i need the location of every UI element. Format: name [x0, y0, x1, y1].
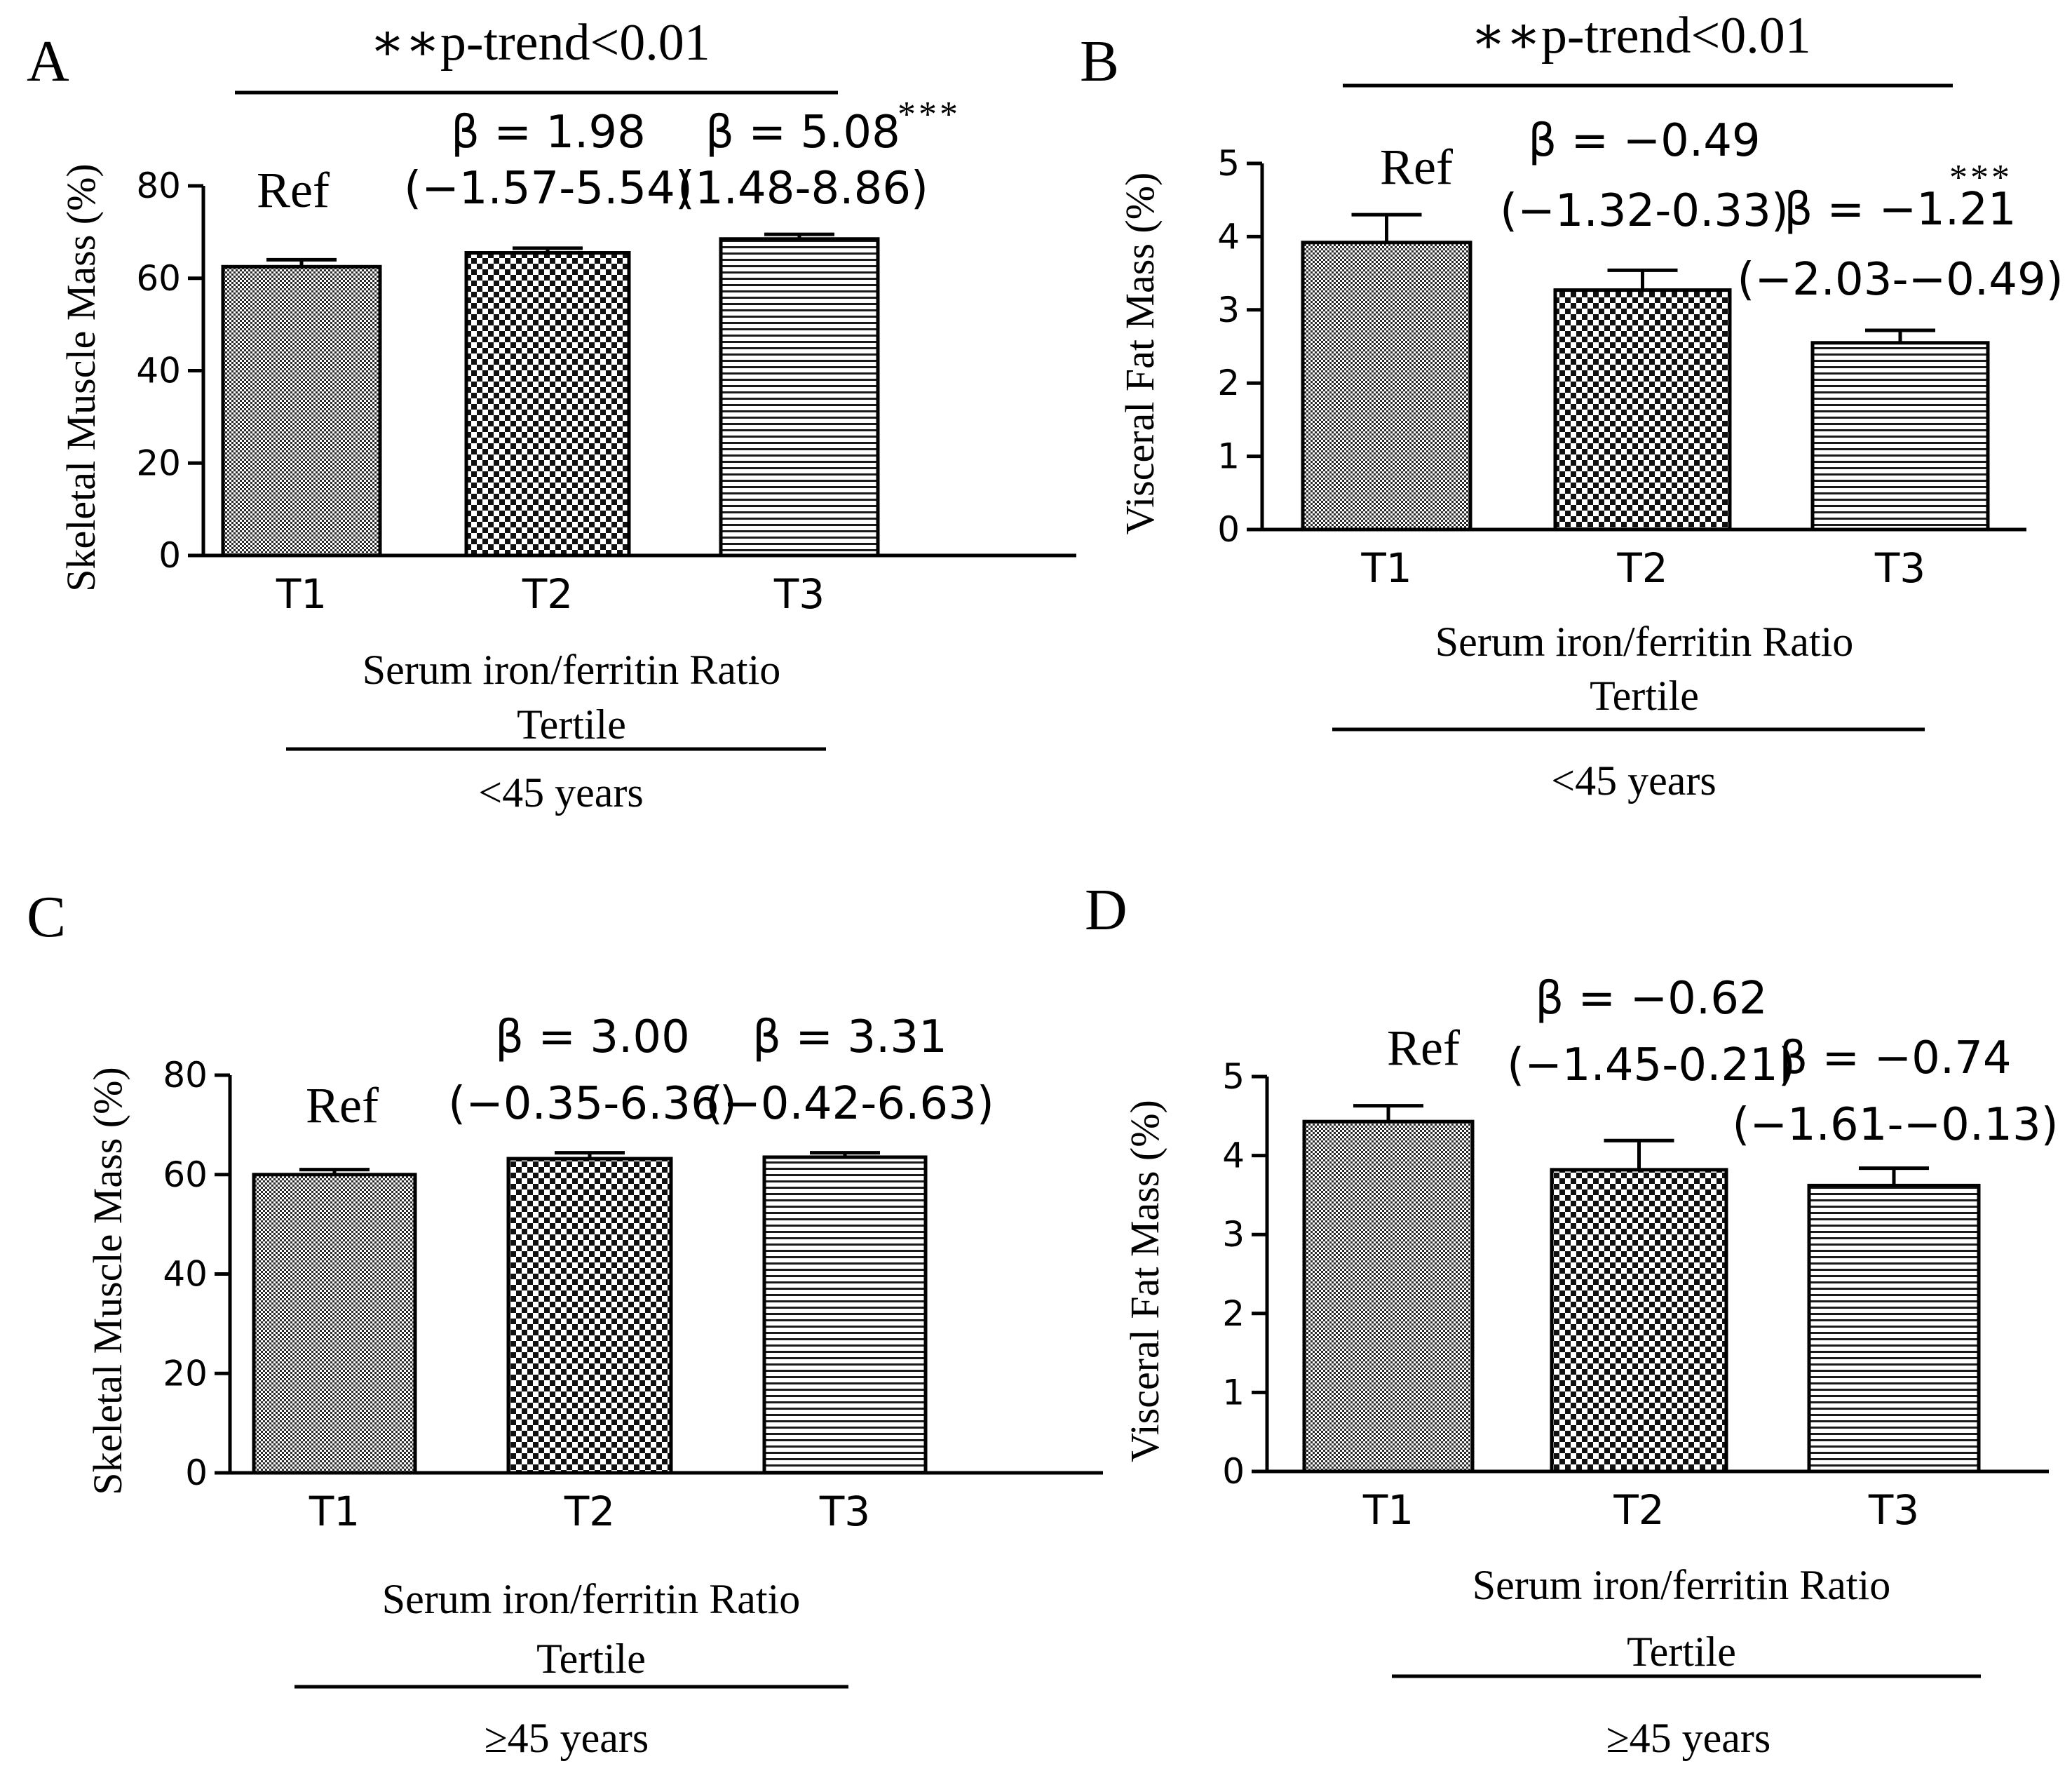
annotation-ci: (−1.45-0.21): [1507, 1039, 1796, 1091]
y-tick-label: 80: [136, 166, 181, 206]
annotation-beta: β = −0.74: [1779, 1032, 2011, 1084]
x-tick-label: T1: [276, 570, 327, 618]
annotation-ci: (−1.61-−0.13): [1732, 1099, 2058, 1151]
y-tick-label: 2: [1222, 1293, 1245, 1334]
x-axis-label: Serum iron/ferritin Ratio: [1472, 1562, 1891, 1608]
panel-label: A: [27, 29, 69, 94]
annotation-beta: Ref: [1380, 139, 1453, 195]
x-tick-label: T1: [1360, 544, 1411, 592]
bar-t3: [719, 237, 880, 558]
annotation-ci: (−1.57-5.54): [404, 163, 693, 215]
bar-t2: [1553, 288, 1732, 532]
bar-t3: [1810, 341, 1990, 532]
annotation-beta: β = 3.00: [495, 1011, 690, 1063]
x-axis-label: Serum iron/ferritin Ratio: [382, 1576, 801, 1622]
y-tick-label: 3: [1222, 1214, 1245, 1255]
annotation-beta: β = −0.62: [1535, 973, 1767, 1025]
group-label: <45 years: [1551, 757, 1716, 804]
group-label: <45 years: [478, 769, 643, 816]
bar-t3: [1807, 1183, 1981, 1474]
y-axis-label: Visceral Fat Mass (%): [1122, 1100, 1167, 1462]
annotation-beta: β = 3.31: [752, 1011, 947, 1063]
bar-t2: [464, 251, 631, 558]
annotation-beta: Ref: [257, 162, 330, 218]
y-tick-label: 1: [1217, 436, 1240, 477]
panel-A: A 0 20 40 60 80 Skeletal Muscle Mass (%) T1 T2 T3…: [27, 14, 1076, 816]
x-axis-label: Tertile: [1590, 673, 1699, 719]
group-label: ≥45 years: [485, 1715, 649, 1761]
annotation-beta: β = 5.08: [705, 107, 900, 159]
x-tick-label: T1: [1362, 1486, 1414, 1534]
x-tick-label: T2: [1613, 1486, 1664, 1534]
y-tick-label: 60: [163, 1154, 208, 1195]
group-label: ≥45 years: [1606, 1715, 1771, 1761]
x-tick-label: T3: [1868, 1486, 1919, 1534]
y-tick-label: 4: [1222, 1135, 1245, 1176]
y-axis-label: Skeletal Muscle Mass (%): [85, 1067, 130, 1495]
panel-label: D: [1085, 877, 1128, 943]
panel-C: C 0 20 40 60 80 Skeletal Muscle Mass (%) T1 T2 T3…: [27, 884, 1103, 1761]
annotation-ci: (−1.32-0.33): [1500, 185, 1789, 237]
x-axis-label: Tertile: [517, 701, 626, 748]
y-axis-label: Visceral Fat Mass (%): [1117, 173, 1163, 535]
y-tick-label: 0: [1222, 1451, 1245, 1492]
y-axis-label: Skeletal Muscle Mass (%): [58, 163, 104, 591]
annotation-beta: β = 1.98: [451, 107, 646, 159]
y-tick-label: 0: [185, 1452, 208, 1493]
x-axis-label: Serum iron/ferritin Ratio: [363, 647, 781, 693]
panel-label: C: [27, 884, 66, 950]
x-axis-label: Serum iron/ferritin Ratio: [1435, 619, 1854, 665]
y-tick-label: 0: [158, 535, 181, 576]
annotation-ci: (−0.42-6.63): [705, 1078, 994, 1130]
y-tick-label: 3: [1217, 290, 1240, 330]
bar-t1: [1302, 1119, 1475, 1474]
y-tick-label: 20: [163, 1353, 208, 1394]
x-tick-label: T3: [1874, 544, 1925, 592]
y-tick-label: 0: [1217, 509, 1240, 550]
annotation-beta: β = −1.21: [1784, 184, 2016, 236]
x-tick-label: T2: [1616, 544, 1667, 592]
panel-B: B 0 1 2 3 4 5 Visceral Fat Mass (%) T1 T2 T3 Ref β =…: [1080, 7, 2064, 804]
bar-t1: [1301, 241, 1472, 532]
annotation-beta: β = −0.49: [1528, 115, 1760, 167]
significance-stars: ***: [898, 95, 961, 135]
x-tick-label: T2: [522, 570, 573, 618]
bar-t3: [762, 1155, 928, 1475]
bar-t1: [221, 264, 382, 558]
y-tick-label: 5: [1217, 143, 1240, 184]
x-tick-label: T2: [564, 1488, 615, 1535]
annotation-beta: Ref: [306, 1077, 379, 1133]
x-tick-label: T3: [819, 1488, 870, 1535]
bar-t2: [506, 1157, 673, 1475]
bar-t2: [1550, 1168, 1728, 1474]
panel-label: B: [1080, 29, 1119, 94]
annotation-ci: (−0.35-6.36): [448, 1078, 737, 1130]
trend-label: ∗∗p-trend<0.01: [370, 14, 710, 72]
significance-stars: ***: [1949, 158, 2012, 198]
x-axis-label: Tertile: [1627, 1629, 1736, 1675]
x-axis-label: Tertile: [536, 1636, 646, 1682]
annotation-ci: (1.48-8.86): [677, 163, 928, 215]
x-tick-label: T1: [309, 1488, 360, 1535]
y-tick-label: 4: [1217, 216, 1240, 257]
panel-D: D 0 1 2 3 4 5 Visceral Fat Mass (%) T1 T2 T3 Ref β =…: [1085, 877, 2059, 1761]
y-tick-label: 20: [136, 443, 181, 483]
y-tick-label: 5: [1222, 1056, 1245, 1097]
trend-label: ∗∗p-trend<0.01: [1470, 7, 1811, 65]
bar-t1: [252, 1173, 417, 1475]
y-tick-label: 40: [163, 1254, 208, 1295]
annotation-ci: (−2.03-−0.49): [1737, 254, 2063, 306]
y-tick-label: 40: [136, 351, 181, 391]
y-tick-label: 2: [1217, 363, 1240, 403]
y-tick-label: 60: [136, 258, 181, 299]
x-tick-label: T3: [773, 570, 825, 618]
y-tick-label: 1: [1222, 1372, 1245, 1413]
annotation-beta: Ref: [1387, 1020, 1460, 1076]
y-tick-label: 80: [163, 1055, 208, 1096]
